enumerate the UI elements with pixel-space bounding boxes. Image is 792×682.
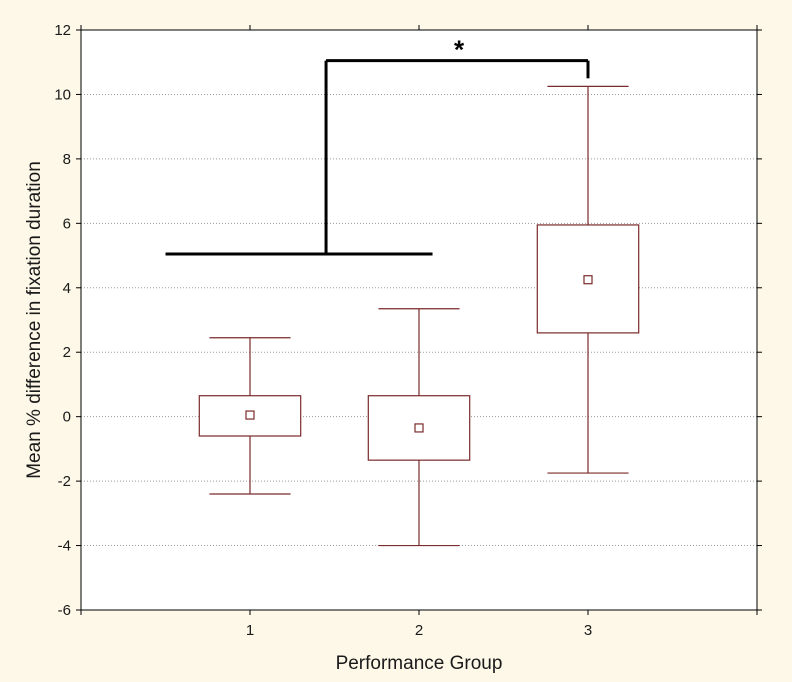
significance-label: *: [454, 35, 465, 65]
y-tick-label: 8: [63, 151, 71, 168]
y-tick-label: 12: [54, 22, 71, 39]
significance-bracket: *: [165, 35, 590, 256]
box-group: [536, 85, 640, 474]
y-tick-label: -4: [58, 538, 71, 555]
x-tick-label: 1: [246, 622, 254, 639]
y-tick-label: -6: [58, 602, 71, 619]
plot-frame: [80, 29, 758, 611]
box-group: [198, 337, 302, 495]
box-series: [198, 85, 640, 547]
mean-marker: [583, 275, 593, 285]
y-tick-label: 0: [63, 409, 71, 426]
y-axis-ticks: -6 -4 -2 0 2 4 6 8 10 12: [54, 22, 762, 619]
x-tick-label: 2: [415, 622, 423, 639]
box-group: [367, 308, 471, 547]
y-axis-title: Mean % difference in fixation duration: [24, 161, 45, 479]
mean-marker: [245, 410, 255, 420]
y-tick-label: -2: [58, 473, 71, 490]
x-axis-ticks: 1 2 3: [80, 25, 758, 639]
y-tick-label: 10: [54, 86, 71, 103]
y-tick-label: 2: [63, 344, 71, 361]
y-tick-label: 4: [63, 280, 71, 297]
y-tick-label: 6: [63, 215, 71, 232]
mean-marker: [414, 423, 424, 433]
x-tick-label: 3: [584, 622, 592, 639]
x-axis-title: Performance Group: [336, 653, 503, 674]
